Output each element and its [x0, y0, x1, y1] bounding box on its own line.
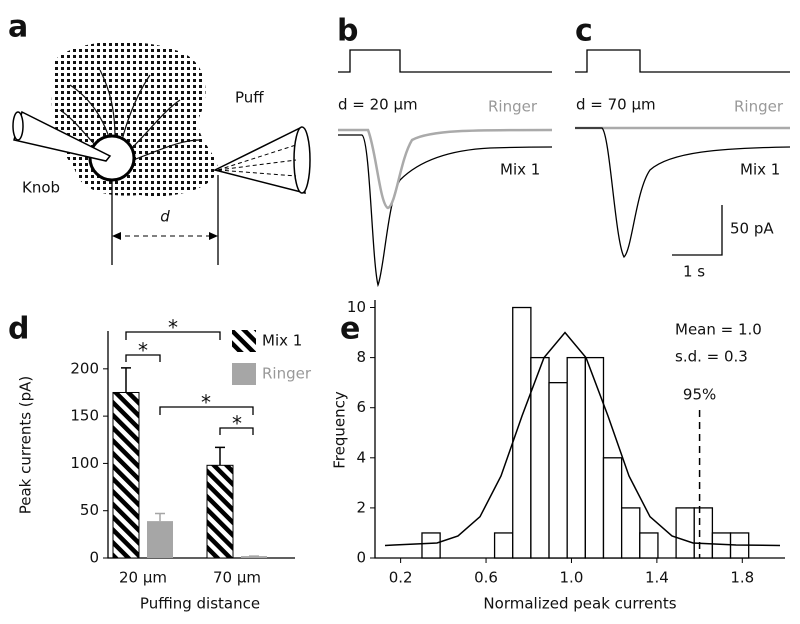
significance: *: [168, 316, 178, 340]
y-axis-label: Frequency: [331, 391, 349, 469]
x-axis-label: Puffing distance: [140, 595, 260, 613]
error-bar: [215, 446, 225, 466]
error-bar: [155, 512, 165, 522]
y-tick-label: 200: [70, 359, 99, 377]
annotation: s.d. = 0.3: [675, 348, 748, 366]
y-tick-label: 0: [89, 549, 99, 567]
trace-mix: [338, 134, 553, 288]
stimulus: [575, 49, 790, 73]
panel-b: b d = 20 µm Ringer Mix 1: [337, 14, 553, 288]
histogram-bar: [530, 356, 550, 559]
histogram-bar: [711, 532, 732, 559]
panel-label: c: [575, 14, 593, 49]
y-tick-label: 10: [347, 298, 366, 316]
label: 50 pA: [730, 220, 774, 238]
scale-bar: [672, 205, 723, 256]
legend-label: Ringer: [262, 365, 312, 383]
significance: *: [232, 412, 242, 436]
y-tick-label: 2: [356, 498, 366, 516]
panel-c: c d = 70 µm Ringer Mix 1 50 pA 1 s: [575, 14, 791, 281]
label: Mix 1: [740, 161, 780, 179]
histogram-bar: [548, 382, 568, 559]
legend-label: Mix 1: [262, 332, 302, 350]
label: Ringer: [488, 98, 538, 116]
y-tick-label: 100: [70, 454, 99, 472]
histogram-bar: [421, 532, 441, 559]
label: Mix 1: [500, 161, 540, 179]
x-tick-label: 70 µm: [213, 569, 261, 587]
panel-label: b: [337, 14, 358, 49]
annotation: Mean = 1.0: [675, 321, 762, 339]
bar: [241, 556, 267, 558]
histogram-bar: [566, 356, 586, 559]
label: Puff: [235, 89, 264, 107]
x-axis-label: Normalized peak currents: [483, 595, 676, 613]
x-tick-label: 0.6: [474, 569, 498, 587]
histogram-bar: [584, 356, 605, 559]
y-tick-label: 50: [80, 501, 99, 519]
histogram-bar: [639, 532, 659, 559]
error-bar: [121, 367, 131, 393]
significance: *: [201, 391, 211, 415]
label: 1 s: [683, 263, 705, 281]
x-tick-label: 1.0: [560, 569, 584, 587]
y-tick-label: 8: [356, 348, 366, 366]
x-tick-label: 20 µm: [119, 569, 167, 587]
panel-label: d: [8, 312, 29, 347]
bar: [112, 391, 140, 559]
y-tick-label: 0: [356, 549, 366, 567]
trace-mix: [575, 127, 791, 259]
histogram-bar: [693, 507, 714, 559]
label: d = 70 µm: [576, 96, 656, 114]
x-tick-label: 1.4: [645, 569, 669, 587]
histogram-bar: [602, 457, 623, 559]
legend-swatch: [232, 363, 256, 385]
x-tick-label: 0.2: [389, 569, 413, 587]
panel-a: a Knob Puff d: [8, 10, 311, 265]
label: d = 20 µm: [338, 96, 418, 114]
y-tick-label: 6: [356, 398, 366, 416]
x-tick-label: 1.8: [730, 569, 754, 587]
legend-swatch: [232, 330, 256, 352]
label: Ringer: [734, 98, 784, 116]
bar: [206, 464, 234, 559]
gaussian-fit: [384, 331, 781, 547]
histogram-bar: [675, 507, 695, 559]
y-tick-label: 150: [70, 407, 99, 425]
y-tick-label: 4: [356, 448, 366, 466]
histogram-bar: [620, 507, 641, 559]
y-axis-label: Peak currents (pA): [17, 376, 35, 515]
bar: [147, 521, 173, 558]
panel-label: a: [8, 10, 28, 45]
histogram-bar: [493, 532, 514, 559]
significance-brackets: [125, 331, 254, 435]
significance: *: [138, 339, 148, 363]
stimulus: [338, 49, 552, 73]
panel-label: e: [340, 312, 360, 347]
puff-pipette: [212, 126, 306, 194]
trace-ringer: [338, 128, 553, 210]
reference-label: 95%: [683, 386, 716, 404]
tissue: [51, 41, 219, 197]
label: d: [160, 208, 170, 226]
label: Knob: [22, 179, 60, 197]
